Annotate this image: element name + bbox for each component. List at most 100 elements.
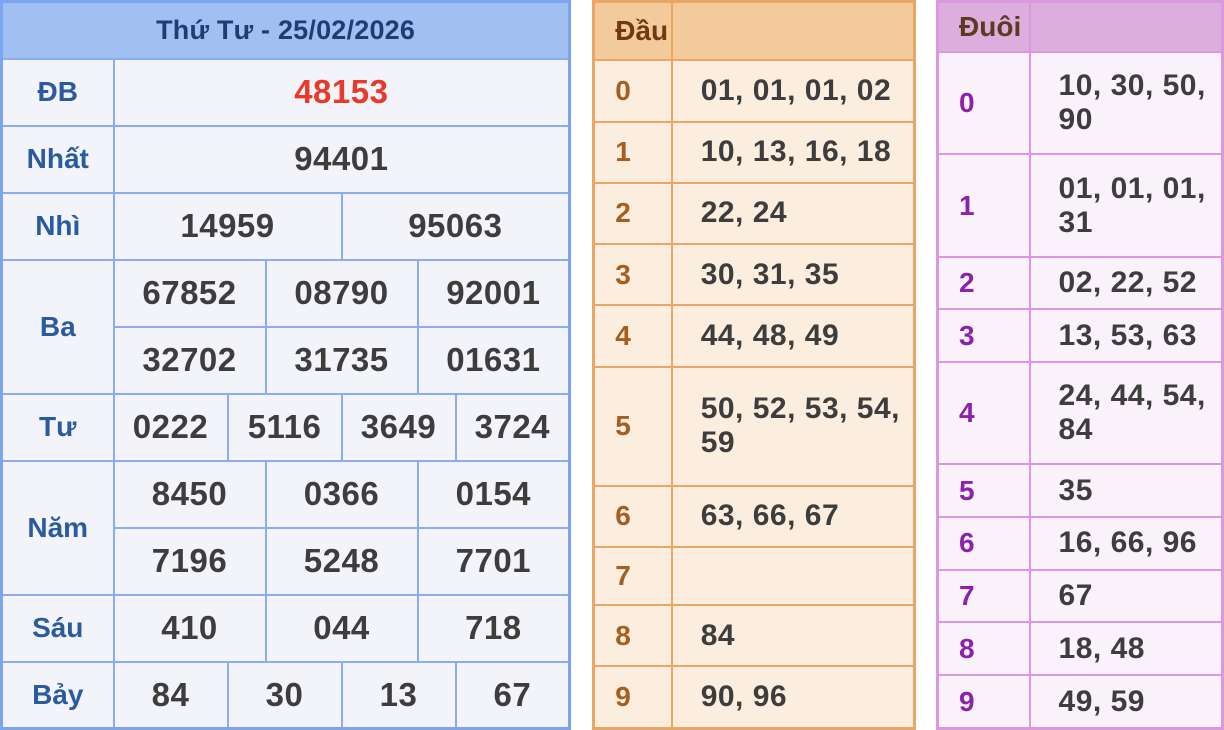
duoi-digit: 6 <box>936 516 1031 571</box>
prize-value: 32702 <box>112 325 267 395</box>
prize-value: 0154 <box>416 459 571 529</box>
dau-numbers: 01, 01, 01, 02 <box>670 59 916 123</box>
prize-value: 92001 <box>416 258 571 328</box>
duoi-digit: 2 <box>936 255 1031 311</box>
prize-value: 67 <box>454 660 571 730</box>
prize-row-nhi: Nhì 14959 95063 <box>0 191 571 261</box>
prize-row-nam: Năm 8450 0366 0154 <box>0 459 571 596</box>
dau-numbers: 90, 96 <box>670 665 916 730</box>
prize-row-ba: Ba 67852 08790 92001 <box>0 258 571 395</box>
prize-row-nhat: Nhất 94401 <box>0 124 571 194</box>
dau-digit: 2 <box>592 181 673 246</box>
prize-value: 5116 <box>226 392 343 462</box>
prize-value: 3724 <box>454 392 571 462</box>
duoi-digit: 1 <box>936 153 1031 258</box>
prize-value: 67852 <box>112 258 267 328</box>
prize-row-db: ĐB 48153 <box>0 57 571 127</box>
prize-value: 7701 <box>416 526 571 596</box>
duoi-row: 8 18, 48 <box>936 621 1224 677</box>
duoi-digit: 4 <box>936 361 1031 466</box>
dau-numbers: 44, 48, 49 <box>670 304 916 368</box>
duoi-numbers: 49, 59 <box>1028 674 1224 730</box>
dau-digit: 4 <box>592 304 673 368</box>
dau-row: 0 01, 01, 01, 02 <box>592 59 916 123</box>
results-date-header: Thứ Tư - 25/02/2026 <box>0 0 571 60</box>
prize-label-nhat: Nhất <box>0 124 115 194</box>
duoi-digit: 8 <box>936 621 1031 677</box>
prize-row-sau: Sáu 410 044 718 <box>0 593 571 663</box>
dau-digit: 8 <box>592 603 673 668</box>
dau-row: 4 44, 48, 49 <box>592 304 916 368</box>
prize-label-ba: Ba <box>0 258 115 395</box>
duoi-header-spacer <box>1028 0 1224 53</box>
duoi-row: 9 49, 59 <box>936 674 1224 730</box>
prize-value: 410 <box>112 593 267 663</box>
duoi-row: 7 67 <box>936 568 1224 624</box>
prize-label-nhi: Nhì <box>0 191 115 261</box>
prize-value: 84 <box>112 660 229 730</box>
duoi-header-row: Đuôi <box>936 0 1224 53</box>
prize-label-bay: Bảy <box>0 660 115 730</box>
dau-header-spacer <box>670 0 916 62</box>
dau-row: 3 30, 31, 35 <box>592 243 916 307</box>
dau-numbers: 63, 66, 67 <box>670 484 916 549</box>
duoi-row: 4 24, 44, 54, 84 <box>936 361 1224 466</box>
duoi-digit: 0 <box>936 50 1031 156</box>
duoi-row: 5 35 <box>936 463 1224 519</box>
prize-row-nam-2: 7196 5248 7701 <box>2 526 571 596</box>
dau-row: 6 63, 66, 67 <box>592 484 916 549</box>
dau-digit: 0 <box>592 59 673 123</box>
dau-numbers: 30, 31, 35 <box>670 243 916 307</box>
dau-digit: 9 <box>592 665 673 730</box>
dau-digit: 3 <box>592 243 673 307</box>
prize-label-tu: Tư <box>0 392 115 462</box>
duoi-row: 2 02, 22, 52 <box>936 255 1224 311</box>
duoi-header-label: Đuôi <box>936 0 1031 53</box>
duoi-digit: 9 <box>936 674 1031 730</box>
dau-digit: 1 <box>592 120 673 184</box>
duoi-numbers: 18, 48 <box>1028 621 1224 677</box>
dau-row: 9 90, 96 <box>592 665 916 730</box>
dau-numbers: 10, 13, 16, 18 <box>670 120 916 184</box>
prize-row-ba-2: 32702 31735 01631 <box>2 325 571 395</box>
dau-row: 1 10, 13, 16, 18 <box>592 120 916 184</box>
prize-value: 30 <box>226 660 343 730</box>
duoi-row: 6 16, 66, 96 <box>936 516 1224 571</box>
prize-row-bay: Bảy 84 30 13 67 <box>0 660 571 730</box>
dau-numbers: 22, 24 <box>670 181 916 246</box>
dau-row: 5 50, 52, 53, 54, 59 <box>592 365 916 487</box>
prize-value: 8450 <box>112 459 267 529</box>
prize-value: 044 <box>264 593 419 663</box>
duoi-digit: 7 <box>936 568 1031 624</box>
dau-digit: 7 <box>592 546 673 606</box>
dau-row: 8 84 <box>592 603 916 668</box>
duoi-row: 3 13, 53, 63 <box>936 308 1224 364</box>
prize-value: 08790 <box>264 258 419 328</box>
duoi-row: 0 10, 30, 50, 90 <box>936 50 1224 156</box>
prize-label-db: ĐB <box>0 57 115 127</box>
prize-value: 5248 <box>264 526 419 596</box>
prize-value: 3649 <box>340 392 457 462</box>
dau-row: 2 22, 24 <box>592 181 916 246</box>
dau-numbers <box>670 546 916 606</box>
duoi-summary-table: Đuôi 0 10, 30, 50, 90 1 01, 01, 01, 31 2… <box>936 0 1224 730</box>
prize-value: 0222 <box>112 392 229 462</box>
dau-digit: 6 <box>592 484 673 549</box>
duoi-numbers: 35 <box>1028 463 1224 519</box>
prize-value: 95063 <box>340 191 571 261</box>
duoi-numbers: 10, 30, 50, 90 <box>1028 50 1224 156</box>
duoi-numbers: 13, 53, 63 <box>1028 308 1224 364</box>
dau-header-row: Đầu <box>592 0 916 62</box>
duoi-numbers: 24, 44, 54, 84 <box>1028 361 1224 466</box>
prize-value: 14959 <box>112 191 343 261</box>
prize-value: 31735 <box>264 325 419 395</box>
dau-numbers: 84 <box>670 603 916 668</box>
prize-value: 13 <box>340 660 457 730</box>
dau-digit: 5 <box>592 365 673 487</box>
duoi-row: 1 01, 01, 01, 31 <box>936 153 1224 258</box>
prize-results-table: Thứ Tư - 25/02/2026 ĐB 48153 Nhất 94401 … <box>0 0 572 730</box>
duoi-numbers: 67 <box>1028 568 1224 624</box>
dau-header-label: Đầu <box>592 0 673 62</box>
duoi-digit: 5 <box>936 463 1031 519</box>
dau-numbers: 50, 52, 53, 54, 59 <box>670 365 916 487</box>
